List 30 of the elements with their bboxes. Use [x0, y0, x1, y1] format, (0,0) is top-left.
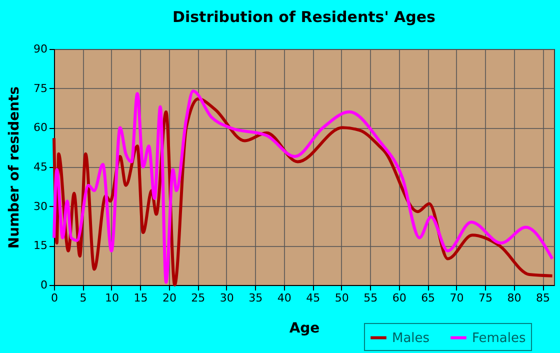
y-tick-label: 15 [34, 239, 48, 252]
x-tick-label: 40 [277, 292, 292, 304]
y-tick-label: 90 [34, 42, 48, 56]
x-tick-label: 65 [421, 292, 436, 304]
y-tick-label: 0 [40, 278, 48, 292]
x-tick-label: 75 [478, 292, 493, 304]
x-tick-label: 50 [334, 292, 349, 304]
legend-label: Females [472, 330, 526, 346]
x-tick-label: 10 [104, 292, 119, 304]
x-tick-label: 80 [507, 292, 522, 304]
x-tick-label: 5 [80, 292, 87, 304]
x-tick-label: 25 [191, 292, 206, 304]
y-axis-title: Number of residents [6, 86, 23, 249]
x-tick-label: 85 [536, 292, 550, 304]
y-tick-label: 60 [34, 121, 48, 134]
x-tick-label: 45 [306, 292, 320, 304]
x-tick-label: 35 [248, 292, 263, 304]
x-tick-label: 60 [392, 292, 406, 304]
y-tick-label: 45 [34, 160, 48, 174]
y-tick-label: 30 [34, 200, 48, 213]
chart-title: Distribution of Residents' Ages [172, 8, 436, 26]
x-axis-title: Age [289, 320, 320, 336]
x-tick-label: 30 [220, 292, 234, 304]
x-tick-label: 0 [51, 292, 58, 304]
x-tick-label: 55 [364, 292, 378, 304]
legend-label: Males [392, 330, 430, 346]
x-tick-label: 15 [134, 292, 148, 304]
x-tick-label: 20 [162, 292, 176, 304]
x-tick-label: 70 [450, 292, 464, 304]
y-tick-label: 75 [34, 82, 48, 95]
